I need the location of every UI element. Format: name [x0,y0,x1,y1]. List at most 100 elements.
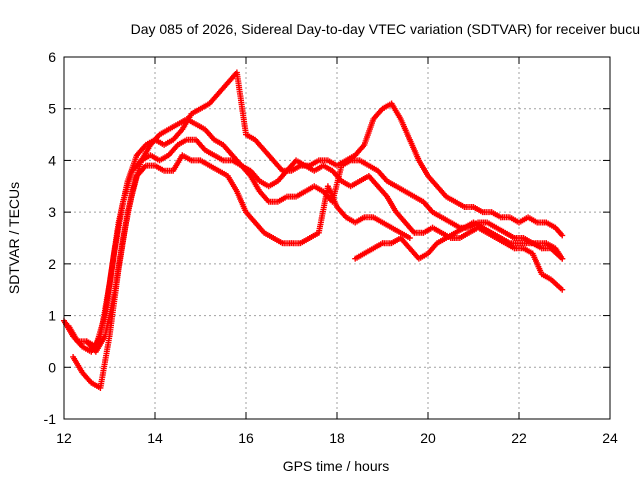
data-point-fill [504,230,516,240]
data-point-fill [330,169,344,183]
data-point-fill [93,335,107,353]
data-point-fill [349,179,361,189]
data-point-fill [435,236,448,246]
data-point-fill [171,127,184,142]
data-point-fill [253,138,266,152]
series-arc-3 [70,152,413,391]
data-point-fill [454,199,466,209]
data-point [559,232,566,239]
data-point-fill [399,230,411,240]
data-point-fill [203,148,216,158]
data-point-fill [385,195,399,214]
y-tick-label: 0 [48,359,56,375]
data-point-fill [258,189,271,204]
data-point-fill [276,169,289,183]
data-point-fill [549,277,564,292]
data-point-fill [167,143,180,157]
data-point-fill [66,324,80,343]
data-point-fill [481,225,493,235]
data-point [406,235,413,241]
data-point-fill [445,230,457,240]
data-point-fill [486,220,498,230]
data-point-fill [490,230,502,240]
data-point-fill [313,184,325,194]
data-point [559,286,566,293]
data-point-fill [294,158,307,168]
data-point-fill [413,194,425,204]
x-tick-label: 22 [511,430,527,446]
data-point-fill [403,221,416,235]
data-point-fill [199,158,211,168]
data-point-fill [421,200,435,214]
data-point-fill [372,215,384,225]
data-point-fill [158,153,170,163]
data-point-fill [80,370,93,385]
data-point-fill [389,102,403,121]
data-point-fill [531,241,543,251]
data-point-fill [325,185,340,209]
data-point-fill [517,215,530,225]
data-point-fill [285,158,298,173]
data-point-fill [367,174,380,188]
data-point-fill [495,236,507,246]
data-point-fill [422,225,434,235]
data-point-fill [313,163,325,173]
data-point-fill [445,194,457,204]
data-point-fill [499,236,512,246]
data-point-fill [426,241,439,255]
data-point-fill [149,153,161,163]
data-point-fill [234,71,249,136]
data-point-fill [90,380,102,390]
data-point-fill [363,246,375,256]
data-point-fill [526,215,539,225]
data-point-fill [316,185,331,234]
data-point-fill [367,163,380,173]
data-point-fill [376,169,389,183]
data-point-fill [271,158,285,173]
data-point-fill [372,241,384,251]
data-point-fill [467,225,480,235]
data-point-fill [508,215,521,225]
data-point-fill [234,190,249,214]
data-point-fill [344,215,357,225]
data-point-fill [530,252,544,276]
data-point-fill [176,117,188,127]
data-point-fill [190,106,202,116]
x-tick-label: 24 [602,430,618,446]
data-point-fill [399,236,412,250]
y-tick-label: 1 [48,308,56,324]
data-point-fill [472,205,484,215]
data-point-fill [111,237,126,296]
data-point-fill [248,174,262,193]
data-point-fill [495,225,507,235]
y-axis-label: SDTVAR / TECUs [6,182,22,294]
data-point-fill [545,241,557,251]
data-point-fill [458,230,471,240]
x-tick-label: 16 [238,430,254,446]
data-point-fill [253,221,266,235]
data-point-fill [431,225,443,235]
data-point-fill [290,163,302,173]
data-point-fill [553,247,565,260]
data-point-fill [398,117,412,141]
data-point-fill [199,101,211,111]
data-point-fill [185,117,198,127]
data-point-fill [203,127,216,142]
data-point [559,255,566,262]
data-point-fill [230,153,244,168]
data-point-fill [404,189,416,199]
x-tick-label: 12 [56,430,72,446]
data-point-fill [102,252,117,317]
data-point-fill [326,158,339,168]
data-point-fill [394,210,407,224]
data-point-fill [322,163,334,173]
data-point-fill [358,174,370,184]
data-point-fill [522,246,534,256]
data-point-fill [472,220,484,230]
grid [64,57,610,419]
data-point-fill [176,137,188,147]
data-point-fill [522,236,534,246]
data-point-fill [97,335,113,389]
